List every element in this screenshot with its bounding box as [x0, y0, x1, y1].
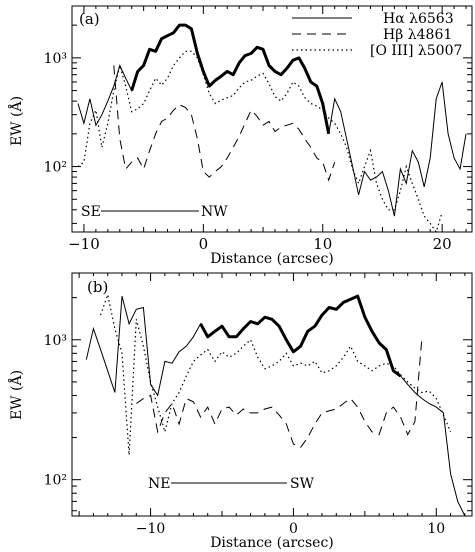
panel-b-orientation-left: NE [148, 476, 170, 492]
series-halpha-highlight-a [130, 23, 331, 135]
panel-a-ticks: −10 0 10 20 10² 10³ [44, 5, 472, 253]
y-tick-label: 10³ [44, 333, 67, 349]
panel-b-frame [71, 272, 473, 517]
series-oiii-b [100, 292, 452, 456]
legend-label-halpha: Hα λ6563 [383, 11, 454, 27]
x-tick-label: 20 [433, 235, 452, 253]
panel-b-label: (b) [87, 278, 108, 296]
panel-b-ylabel: EW (Å) [7, 370, 25, 420]
panel-a-orientation-left: SE [81, 204, 101, 220]
legend-label-hbeta: Hβ λ4861 [383, 27, 452, 43]
x-tick-label: 10 [313, 235, 332, 253]
panel-a-frame [71, 5, 473, 233]
panel-a-ylabel: EW (Å) [7, 96, 25, 146]
x-tick-label: 0 [199, 235, 209, 253]
panel-a-series [77, 23, 467, 234]
panel-a: −10 0 10 20 10² 10³ (a) Hα λ6563 Hβ λ4861 [O … [7, 5, 473, 267]
panel-b: −10 0 10 10² 10³ (b) NE SW Distance (arcsec)… [7, 272, 473, 551]
series-oiii-a [77, 50, 443, 234]
x-tick-label: 10 [427, 521, 445, 537]
panel-a-label: (a) [79, 10, 100, 28]
x-tick-label: −10 [68, 235, 100, 253]
panel-b-xlabel: Distance (arcsec) [210, 535, 334, 551]
legend: Hα λ6563 Hβ λ4861 [O III] λ5007 [292, 11, 462, 59]
x-tick-label: 0 [289, 521, 298, 537]
panel-b-orientation-right: SW [290, 476, 315, 492]
panel-a-xlabel: Distance (arcsec) [210, 251, 334, 267]
y-tick-label: 10² [44, 473, 67, 489]
legend-label-oiii: [O III] λ5007 [370, 43, 462, 59]
series-hbeta-b [136, 336, 423, 449]
series-halpha-highlight-b [199, 294, 402, 378]
y-tick-label: 10³ [44, 51, 67, 67]
panel-a-orientation-right: NW [201, 204, 228, 220]
panel-b-ticks: −10 0 10 10² 10³ [44, 272, 472, 537]
x-tick-label: −10 [136, 521, 166, 537]
y-tick-label: 10² [44, 160, 67, 176]
series-hbeta-a [113, 65, 336, 182]
panel-b-series [85, 292, 466, 517]
